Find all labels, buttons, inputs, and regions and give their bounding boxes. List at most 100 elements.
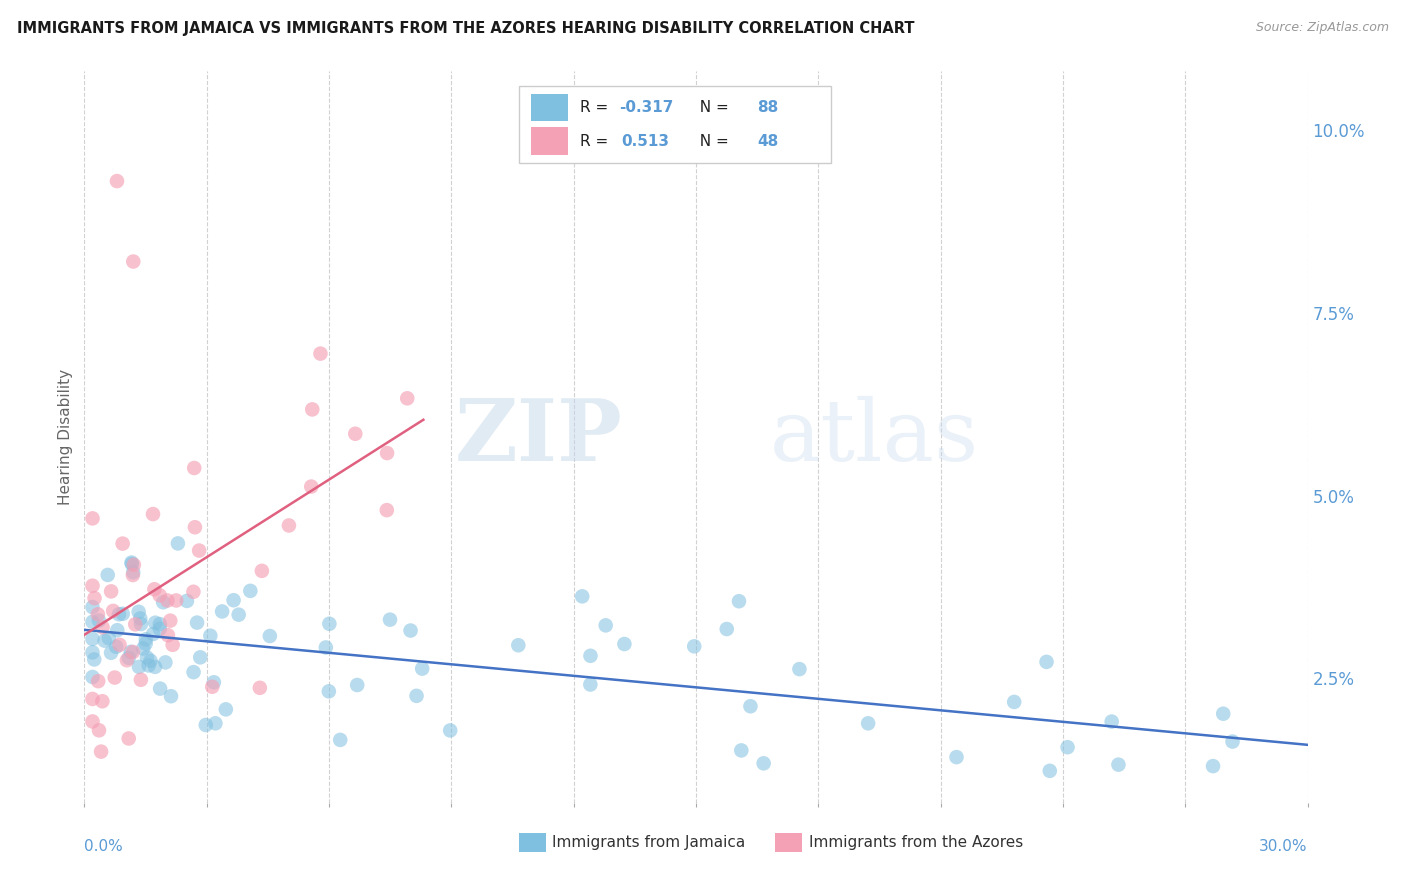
Point (91, 620, 114, 634)
Point (186, 615, 208, 630)
Point (277, 518, 299, 533)
Point (87, 614, 110, 628)
Point (318, 616, 340, 631)
Point (856, 716, 879, 731)
Point (1222, 734, 1244, 748)
Point (93, 633, 115, 648)
Point (202, 675, 225, 690)
Point (135, 637, 157, 651)
Point (730, 743, 752, 757)
Point (1039, 764, 1062, 778)
Point (183, 584, 205, 599)
Point (188, 650, 211, 665)
Point (143, 660, 166, 674)
FancyBboxPatch shape (531, 94, 568, 121)
Point (118, 731, 141, 746)
Point (149, 622, 172, 636)
Point (162, 638, 184, 652)
Text: atlas: atlas (769, 395, 979, 479)
Text: -0.317: -0.317 (619, 100, 673, 115)
Point (105, 174, 128, 188)
Point (132, 641, 155, 656)
FancyBboxPatch shape (776, 833, 803, 852)
Point (121, 557, 143, 571)
Point (571, 590, 593, 604)
Point (105, 624, 128, 638)
Point (728, 594, 751, 608)
Point (156, 628, 179, 642)
Point (83, 652, 105, 666)
Point (121, 556, 143, 570)
Point (222, 593, 245, 607)
Point (121, 568, 143, 582)
Point (104, 671, 127, 685)
Point (176, 594, 198, 608)
Point (579, 648, 602, 663)
Point (613, 637, 636, 651)
Point (740, 699, 762, 714)
Text: 0.0%: 0.0% (84, 839, 124, 855)
Point (344, 426, 367, 441)
Point (122, 254, 145, 268)
Y-axis label: Hearing Disability: Hearing Disability (58, 369, 73, 505)
Point (129, 611, 152, 625)
Point (1002, 695, 1025, 709)
Point (183, 665, 205, 680)
Point (1202, 759, 1225, 773)
Point (184, 520, 207, 534)
Point (122, 645, 145, 659)
Point (167, 536, 190, 550)
Point (239, 583, 262, 598)
Point (250, 564, 273, 578)
Point (160, 690, 183, 704)
Point (215, 702, 238, 716)
Point (152, 595, 174, 609)
Point (201, 680, 224, 694)
Point (82, 670, 104, 684)
Point (194, 718, 217, 732)
Point (128, 605, 150, 619)
Point (111, 607, 134, 621)
Text: IMMIGRANTS FROM JAMAICA VS IMMIGRANTS FROM THE AZORES HEARING DISABILITY CORRELA: IMMIGRANTS FROM JAMAICA VS IMMIGRANTS FR… (17, 21, 914, 37)
Point (120, 645, 142, 659)
Point (439, 723, 461, 738)
Text: N =: N = (690, 134, 734, 149)
Text: Immigrants from the Azores: Immigrants from the Azores (808, 835, 1022, 850)
Point (122, 558, 145, 572)
Point (683, 640, 706, 654)
Point (142, 507, 165, 521)
Point (129, 673, 152, 687)
Point (375, 446, 398, 460)
Point (82, 645, 104, 659)
Point (301, 402, 323, 417)
Point (1035, 655, 1057, 669)
Point (97, 568, 120, 582)
Point (595, 618, 617, 632)
Text: R =: R = (579, 134, 617, 149)
Text: 88: 88 (758, 100, 779, 115)
Point (329, 732, 352, 747)
Point (155, 656, 177, 670)
Point (136, 650, 159, 665)
Point (204, 716, 226, 731)
Point (752, 756, 775, 771)
Text: 0.513: 0.513 (621, 134, 669, 149)
Point (156, 593, 179, 607)
Point (115, 653, 138, 667)
Point (789, 662, 811, 676)
Text: Source: ZipAtlas.com: Source: ZipAtlas.com (1256, 21, 1389, 35)
Point (716, 622, 738, 636)
Point (100, 646, 122, 660)
Text: ZIP: ZIP (454, 395, 623, 479)
Point (101, 604, 124, 618)
Point (91, 694, 114, 708)
Point (118, 651, 141, 665)
Point (1212, 706, 1234, 721)
Point (405, 689, 427, 703)
Point (249, 681, 271, 695)
Text: Immigrants from Jamaica: Immigrants from Jamaica (551, 835, 745, 850)
FancyBboxPatch shape (531, 128, 568, 155)
Point (299, 479, 322, 493)
Point (143, 615, 166, 630)
Point (142, 627, 165, 641)
